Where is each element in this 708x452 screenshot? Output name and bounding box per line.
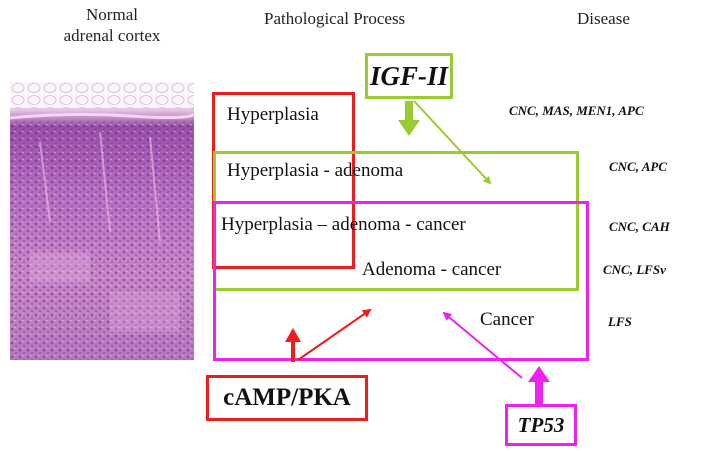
igf2-diagonal-arrow xyxy=(413,100,492,185)
disease-row2: CNC, APC xyxy=(609,159,668,174)
tp53-label-box: TP53 xyxy=(505,404,577,446)
process-adenoma-cancer: Adenoma - cancer xyxy=(362,259,502,280)
disease-header: Disease xyxy=(577,9,630,28)
tp53-up-arrow xyxy=(528,366,550,404)
disease-row3: CNC, CAH xyxy=(609,219,670,234)
igf2-label: IGF-II xyxy=(369,60,449,91)
camp-pka-label: cAMP/PKA xyxy=(223,384,351,411)
camp-up-arrow xyxy=(285,328,301,362)
pathological-process-header: Pathological Process xyxy=(264,9,406,28)
tp53-cancer-region xyxy=(213,201,589,361)
camp-pka-label-box: cAMP/PKA xyxy=(206,375,368,421)
process-hyperplasia-adenoma: Hyperplasia - adenoma xyxy=(227,160,404,181)
adrenal-cortex-histology-image xyxy=(10,82,194,360)
normal-adrenal-cortex-header: Normal adrenal cortex xyxy=(52,4,172,46)
disease-row5: LFS xyxy=(608,314,632,329)
process-cancer: Cancer xyxy=(480,309,534,330)
normal-header-line1: Normal xyxy=(86,5,138,24)
igf2-label-box: IGF-II xyxy=(365,53,453,99)
disease-row4: CNC, LFSv xyxy=(603,262,666,277)
process-hyperplasia: Hyperplasia xyxy=(227,104,319,125)
disease-row1: CNC, MAS, MEN1, APC xyxy=(509,103,644,118)
tp53-diagonal-arrow xyxy=(442,311,523,379)
camp-diagonal-arrow xyxy=(297,308,372,361)
tp53-label: TP53 xyxy=(517,412,565,437)
normal-header-line2: adrenal cortex xyxy=(63,26,161,45)
process-hyperplasia-adenoma-cancer: Hyperplasia – adenoma - cancer xyxy=(221,214,466,235)
igf2-down-arrow xyxy=(398,101,420,136)
